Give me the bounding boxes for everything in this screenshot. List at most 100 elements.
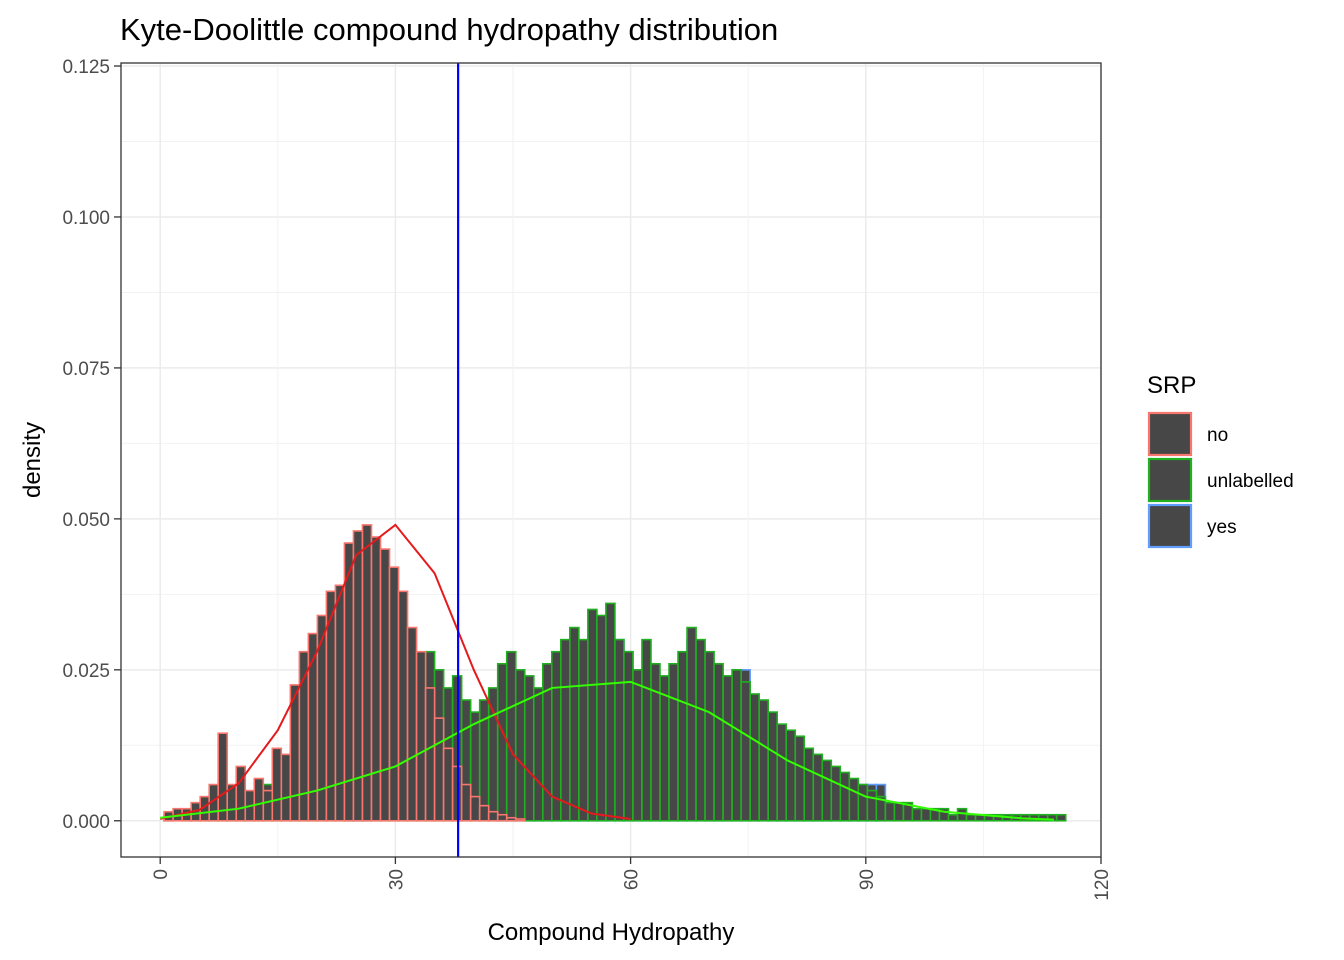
bar-unlabelled bbox=[514, 669, 526, 822]
bar-no bbox=[388, 566, 400, 822]
bar-unlabelled bbox=[695, 638, 706, 822]
x-tick-label: 30 bbox=[386, 869, 407, 890]
bar-unlabelled bbox=[893, 801, 905, 822]
bar-unlabelled bbox=[587, 608, 598, 822]
bar-no bbox=[460, 783, 472, 822]
bar-unlabelled bbox=[722, 675, 733, 822]
bar-unlabelled bbox=[659, 675, 670, 822]
legend-label-no: no bbox=[1207, 425, 1228, 446]
bar-no bbox=[262, 789, 274, 822]
bar-unlabelled bbox=[668, 662, 679, 822]
y-tick-label: 0.025 bbox=[62, 661, 110, 682]
bar-no bbox=[271, 747, 283, 822]
legend-label-unlabelled: unlabelled bbox=[1207, 471, 1294, 492]
bar-unlabelled bbox=[965, 813, 977, 822]
bar-unlabelled bbox=[541, 662, 553, 822]
bar-no bbox=[217, 732, 229, 822]
chart-title: Kyte-Doolittle compound hydropathy distr… bbox=[120, 12, 778, 47]
bar-unlabelled bbox=[758, 699, 769, 822]
bar-unlabelled bbox=[487, 687, 499, 822]
bar-unlabelled bbox=[605, 602, 616, 822]
bar-unlabelled bbox=[821, 759, 833, 822]
bar-unlabelled bbox=[740, 681, 751, 822]
bar-no bbox=[406, 626, 418, 822]
bar-no bbox=[487, 810, 499, 822]
y-tick-label: 0.125 bbox=[62, 57, 110, 78]
x-tick-label: 60 bbox=[622, 869, 643, 890]
bar-no bbox=[478, 804, 490, 822]
x-tick-label: 120 bbox=[1092, 869, 1113, 901]
bar-no bbox=[370, 536, 382, 822]
bar-unlabelled bbox=[803, 747, 815, 822]
bar-unlabelled bbox=[505, 650, 517, 822]
density-curve-no bbox=[159, 523, 631, 820]
bar-no bbox=[415, 650, 427, 822]
bar-unlabelled bbox=[704, 650, 715, 822]
bar-no bbox=[505, 816, 517, 822]
bar-unlabelled bbox=[749, 693, 760, 822]
bar-unlabelled bbox=[578, 638, 589, 822]
bar-unlabelled bbox=[650, 662, 661, 822]
bar-no bbox=[424, 687, 436, 822]
bar-no bbox=[514, 818, 526, 822]
bar-unlabelled bbox=[830, 765, 842, 822]
legend-title: SRP bbox=[1147, 372, 1196, 399]
bar-unlabelled bbox=[776, 723, 788, 822]
bar-unlabelled bbox=[848, 777, 860, 822]
bar-no bbox=[253, 777, 265, 822]
legend-key-unlabelled bbox=[1147, 457, 1193, 503]
bar-no bbox=[379, 548, 391, 822]
x-tick-label: 0 bbox=[151, 869, 172, 880]
bar-unlabelled bbox=[623, 650, 634, 822]
x-tick-label: 90 bbox=[857, 869, 878, 890]
bar-unlabelled bbox=[884, 801, 896, 822]
bar-unlabelled bbox=[767, 711, 779, 822]
bar-no bbox=[280, 753, 292, 822]
bars-no bbox=[163, 524, 526, 822]
bar-unlabelled bbox=[641, 638, 652, 822]
y-tick-label: 0.100 bbox=[62, 208, 110, 229]
y-tick-label: 0.050 bbox=[62, 510, 110, 531]
legend-key-no bbox=[1147, 411, 1193, 457]
bar-unlabelled bbox=[794, 735, 806, 822]
bar-no bbox=[433, 717, 445, 822]
y-tick-label: 0.000 bbox=[62, 812, 110, 833]
bar-unlabelled bbox=[713, 662, 724, 822]
bar-unlabelled bbox=[785, 729, 797, 822]
density-curves bbox=[159, 523, 1054, 821]
bar-unlabelled bbox=[857, 783, 869, 822]
bar-unlabelled bbox=[920, 807, 932, 822]
legend-label-yes: yes bbox=[1207, 517, 1237, 538]
bar-unlabelled bbox=[956, 807, 968, 822]
bar-unlabelled bbox=[496, 662, 508, 822]
axes: 0.000 0.025 0.050 0.075 0.100 0.125 0 30 60 90 120 bbox=[62, 57, 1113, 901]
bar-no bbox=[496, 813, 508, 822]
bar-unlabelled bbox=[677, 650, 688, 822]
x-axis-title: Compound Hydropathy bbox=[488, 919, 735, 946]
bar-unlabelled bbox=[911, 807, 923, 822]
bar-no bbox=[397, 590, 409, 822]
bar-unlabelled bbox=[686, 626, 697, 822]
bar-unlabelled bbox=[866, 789, 878, 822]
bar-unlabelled bbox=[632, 669, 643, 822]
y-tick-label: 0.075 bbox=[62, 359, 110, 380]
bar-no bbox=[469, 795, 481, 822]
bar-unlabelled bbox=[569, 626, 580, 822]
bar-unlabelled bbox=[947, 813, 959, 822]
y-axis-title: density bbox=[19, 422, 46, 498]
bar-unlabelled bbox=[560, 638, 571, 822]
bar-unlabelled bbox=[614, 638, 625, 822]
legend-key-yes bbox=[1147, 503, 1193, 549]
bar-unlabelled bbox=[551, 650, 562, 822]
bar-unlabelled bbox=[812, 753, 824, 822]
bar-unlabelled bbox=[839, 771, 851, 822]
density-curve-unlabelled bbox=[160, 680, 1054, 821]
plot-panel-border bbox=[120, 62, 1102, 858]
bar-unlabelled bbox=[596, 614, 607, 822]
bar-unlabelled bbox=[532, 687, 544, 822]
bar-no bbox=[442, 747, 454, 822]
bar-unlabelled bbox=[731, 669, 742, 822]
legend: SRP no unlabelled yes bbox=[1147, 372, 1294, 549]
bar-no bbox=[289, 684, 301, 822]
